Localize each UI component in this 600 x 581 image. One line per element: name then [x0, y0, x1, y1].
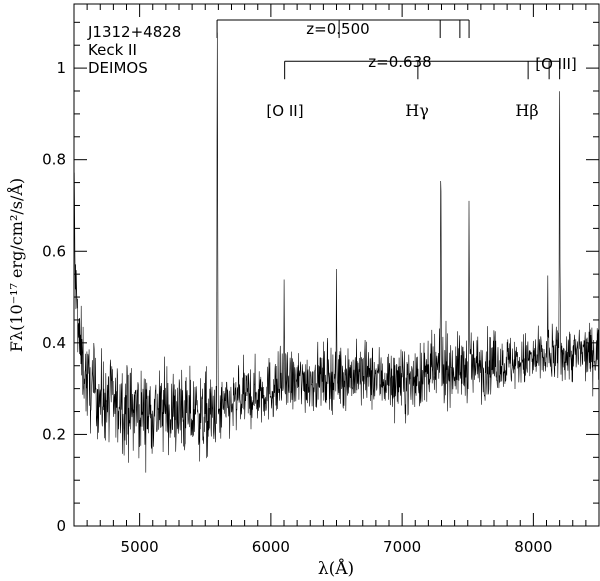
info-line-telescope: Keck II — [88, 41, 137, 59]
y-tick-label: 0.8 — [42, 151, 66, 169]
line-label-oii: [O II] — [266, 102, 303, 120]
y-tick-label: 0.6 — [42, 242, 66, 260]
x-tick-label: 6000 — [252, 538, 290, 556]
y-tick-labels: 0 0.2 0.4 0.6 0.8 1 — [42, 59, 66, 535]
plot-frame — [73, 3, 600, 527]
y-tick-label: 0.2 — [42, 425, 66, 443]
x-tick-label: 7000 — [383, 538, 421, 556]
y-tick-label: 1 — [56, 59, 66, 77]
axis-ticks — [73, 4, 600, 527]
redshift-label-z0500: z=0.500 — [306, 20, 369, 38]
redshift-brackets — [216, 19, 561, 80]
x-tick-label: 8000 — [514, 538, 552, 556]
line-label-hgamma: Hγ — [405, 101, 429, 120]
info-line-object: J1312+4828 — [87, 23, 181, 41]
info-line-instrument: DEIMOS — [88, 59, 148, 77]
redshift-label-z0638: z=0.638 — [368, 53, 431, 71]
line-label-oiii: [O III] — [535, 55, 577, 73]
line-label-hbeta: Hβ — [515, 101, 538, 120]
x-tick-label: 5000 — [121, 538, 159, 556]
y-tick-label: 0.4 — [42, 334, 66, 352]
y-tick-label: 0 — [56, 517, 66, 535]
x-axis-label: λ(Å) — [318, 558, 354, 579]
x-tick-labels: 5000 6000 7000 8000 — [121, 538, 553, 556]
spectrum-line — [73, 32, 600, 473]
y-axis-label: Fλ(10⁻¹⁷ erg/cm²/s/Å) — [6, 178, 26, 352]
